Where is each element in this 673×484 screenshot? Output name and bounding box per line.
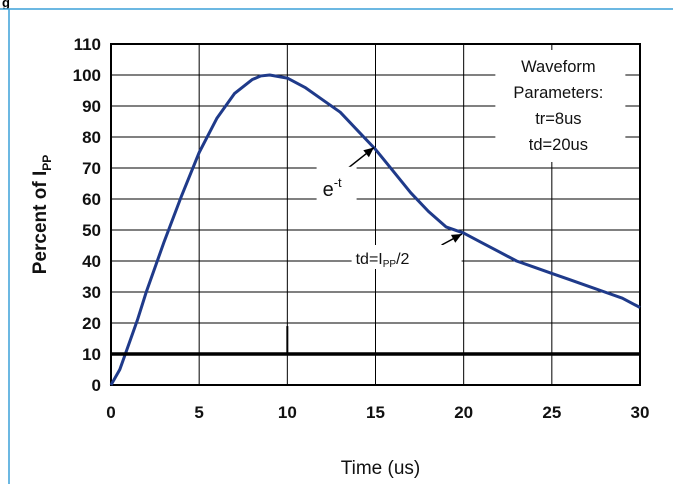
y-tick-label: 110 [74, 35, 101, 54]
pulse-waveform-line [109, 73, 641, 386]
y-tick-label: 80 [82, 128, 101, 147]
annotation-arrowhead [363, 147, 374, 158]
x-tick-label: 10 [278, 403, 297, 422]
annotation-label-bg [316, 166, 357, 201]
figure-label: g [2, 0, 10, 10]
x-tick-label: 15 [366, 403, 385, 422]
y-tick-label: 10 [82, 345, 101, 364]
annotation-label: e-t [323, 175, 342, 201]
y-tick-label: 70 [82, 159, 101, 178]
x-axis-label: Time (us) [341, 458, 421, 479]
y-tick-label: 50 [82, 221, 101, 240]
x-tick-label: 30 [631, 403, 650, 422]
annotation-label: td=IPP/2 [356, 251, 410, 270]
y-tick-label: 0 [92, 376, 101, 395]
x-tick-label: 0 [106, 403, 115, 422]
y-tick-labels: 0 10 20 30 40 50 60 70 80 90 100 110 [73, 35, 101, 395]
y-axis-label: Percent of IPP [30, 155, 54, 275]
x-tick-label: 25 [542, 403, 561, 422]
annotation-arrowhead [450, 234, 462, 243]
parameters-line: Parameters: [513, 84, 603, 102]
y-tick-label: 90 [82, 97, 101, 116]
y-tick-label: 100 [73, 66, 101, 85]
y-tick-label: 60 [82, 190, 101, 209]
y-tick-label: 20 [82, 314, 101, 333]
parameters-line: Waveform [521, 58, 596, 76]
y-tick-label: 30 [82, 283, 101, 302]
x-tick-label: 5 [194, 403, 203, 422]
plot-area [110, 43, 641, 386]
parameters-line: td=20us [529, 136, 588, 154]
annotation-layer: Waveform Parameters: tr=8us td=20us e-t td=IP… [316, 50, 626, 270]
x-tick-label: 20 [454, 403, 473, 422]
y-tick-label: 40 [82, 252, 101, 271]
annotation-label-bg [351, 245, 462, 269]
parameters-box [495, 50, 626, 162]
series-layer [109, 73, 641, 386]
parameters-line: tr=8us [535, 110, 581, 128]
x-tick-labels: 0 5 10 15 20 25 30 [106, 403, 649, 422]
